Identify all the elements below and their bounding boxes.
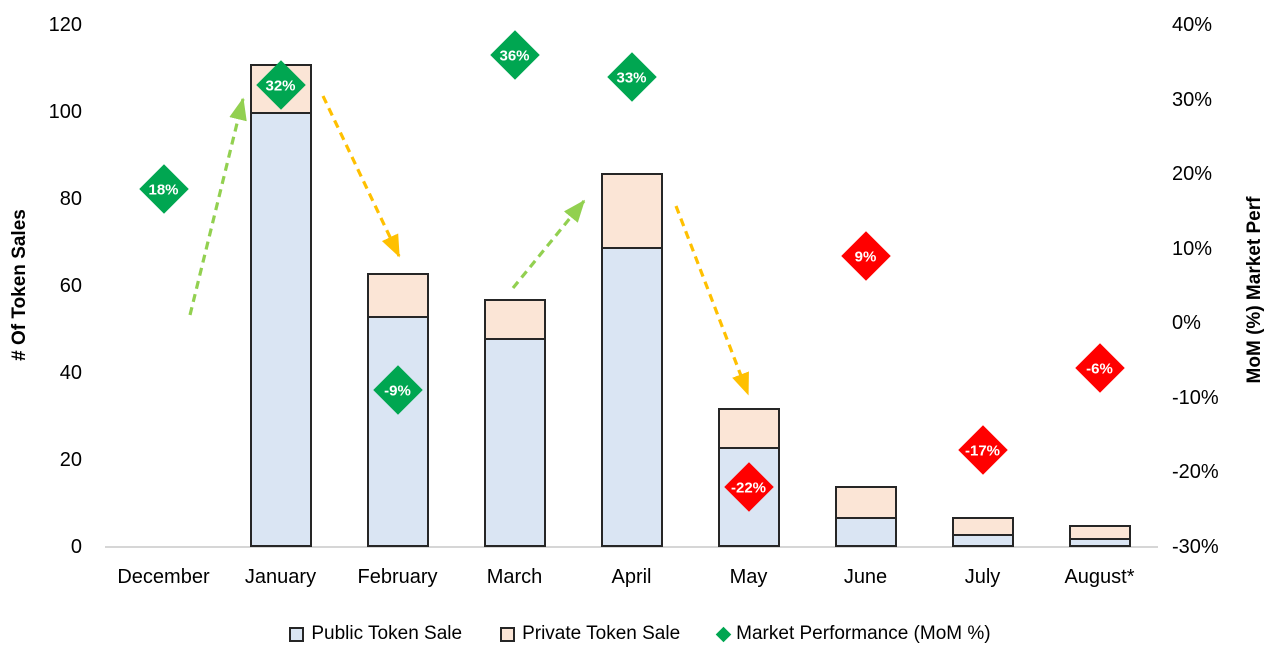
legend-label: Private Token Sale <box>522 623 681 644</box>
bar-private-june <box>834 486 897 519</box>
legend-item-marketperformancemom: Market Performance (MoM %) <box>715 623 991 645</box>
marker-label-february: -9% <box>384 382 411 400</box>
right-axis-tick-10: 10% <box>1172 237 1213 260</box>
right-axis-tick-40: 40% <box>1172 14 1213 36</box>
x-axis-label-january: January <box>244 566 317 588</box>
bar-public-february <box>366 316 429 547</box>
legend-item-publictokensale: Public Token Sale <box>289 623 462 645</box>
right-axis-tick--30: -30% <box>1172 536 1219 558</box>
left-axis-tick-20: 20 <box>59 449 82 471</box>
trend-arrow-up-0 <box>188 97 247 316</box>
trend-arrow-down-3 <box>674 205 750 396</box>
trend-arrow-up-2 <box>511 199 586 290</box>
bar-public-march <box>483 338 546 547</box>
marker-label-april: 33% <box>616 69 647 87</box>
right-axis-tick--20: -20% <box>1172 461 1219 484</box>
bar-private-march <box>483 299 546 341</box>
legend-label: Market Performance (MoM %) <box>736 623 991 644</box>
x-axis-label-august: August* <box>1064 566 1135 588</box>
marker-label-june: 9% <box>854 248 877 266</box>
x-axis-line <box>105 546 1158 548</box>
legend: Public Token Sale Private Token Sale Marke… <box>0 623 1280 645</box>
marker-label-january: 32% <box>265 77 296 95</box>
x-axis-label-february: February <box>357 566 438 588</box>
marker-label-march: 36% <box>499 47 530 65</box>
x-axis-label-may: May <box>729 566 768 588</box>
left-axis-tick-60: 60 <box>59 275 82 297</box>
left-axis-tick-40: 40 <box>59 362 82 384</box>
right-axis-tick-30: 30% <box>1172 88 1213 111</box>
legend-item-privatetokensale: Private Token Sale <box>500 623 680 645</box>
marker-label-july: -17% <box>964 442 1001 460</box>
right-axis-tick--10: -10% <box>1172 386 1219 409</box>
trend-arrow-down-1 <box>321 95 401 258</box>
left-axis-tick-120: 120 <box>48 14 82 36</box>
x-axis-label-july: July <box>964 566 1001 588</box>
bar-private-may <box>717 407 780 449</box>
right-axis-tick-0: 0% <box>1172 312 1201 335</box>
legend-diamond-swatch <box>715 626 732 642</box>
bar-private-july <box>951 516 1014 536</box>
legend-label: Public Token Sale <box>311 623 463 644</box>
bar-public-january <box>249 112 312 547</box>
marker-label-may: -22% <box>730 479 767 497</box>
left-axis-tick-0: 0 <box>70 536 82 558</box>
left-axis-tick-100: 100 <box>48 101 82 123</box>
x-axis-label-december: December <box>117 566 210 588</box>
marker-label-august: -6% <box>1086 360 1113 378</box>
x-axis-label-april: April <box>611 566 652 588</box>
right-axis-tick-20: 20% <box>1172 163 1213 186</box>
x-axis-label-march: March <box>486 566 543 588</box>
legend-square-swatch <box>289 626 305 642</box>
bar-public-april <box>600 246 663 547</box>
bar-public-june <box>834 516 897 547</box>
bar-private-august <box>1068 525 1131 541</box>
marker-label-december: 18% <box>148 181 179 199</box>
bar-private-february <box>366 272 429 319</box>
bar-private-april <box>600 172 663 249</box>
left-axis-tick-80: 80 <box>59 188 82 210</box>
x-axis-label-june: June <box>843 566 888 588</box>
right-axis-title: MoM (%) Market Perf <box>1244 196 1265 384</box>
legend-square-swatch <box>500 626 516 642</box>
